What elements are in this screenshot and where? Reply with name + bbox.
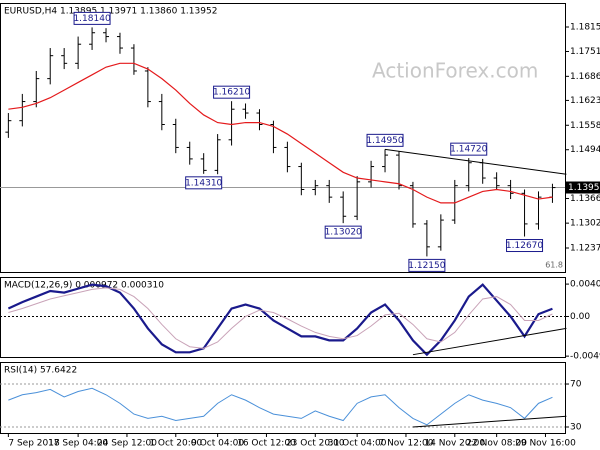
annotation-label: 1.12150	[408, 261, 445, 271]
y-tick-label: 1.13020	[570, 219, 600, 229]
y-tick-label: 1.12370	[570, 243, 600, 253]
last-price-label: 1.13952	[568, 183, 600, 193]
x-tick-label: 24 Sep 12:00	[97, 439, 157, 449]
annotation-label: 1.14950	[366, 136, 403, 146]
y-tick-label: 1.14940	[570, 145, 600, 155]
x-tick-label: 16 Oct 12:00	[237, 439, 296, 449]
moving-average	[8, 62, 553, 204]
annotation-box	[73, 11, 111, 25]
x-tick-label: 9 Oct 04:00	[191, 439, 244, 449]
y-tick-label: 0.00	[570, 312, 590, 322]
annotation-box	[185, 176, 223, 190]
annotation-label: 1.12670	[506, 241, 543, 251]
x-tick-label: 23 Oct 20:00	[286, 439, 345, 449]
panel-frame	[0, 277, 566, 358]
y-tick-label: 0.004069	[570, 280, 600, 290]
indicator-line	[8, 387, 553, 426]
annotation-box	[324, 225, 362, 239]
y-tick-label: 1.17510	[570, 47, 600, 57]
annotation-box	[408, 258, 446, 272]
panel-title: RSI(14) 57.6422	[4, 366, 77, 376]
fib-label: 61.8	[545, 261, 563, 270]
x-tick-label: 14 Nov 20:00	[424, 439, 485, 449]
annotation-box	[506, 239, 544, 253]
last-price-box	[566, 181, 600, 194]
annotation-label: 1.16210	[213, 88, 250, 98]
panel-title: EURUSD,H4 1.13895 1.13971 1.13860 1.1395…	[4, 7, 217, 17]
x-tick-label: 22 Nov 08:00	[466, 439, 527, 449]
annotation-box	[213, 85, 251, 99]
panel-frame	[0, 362, 566, 434]
indicator-line	[7, 283, 553, 357]
x-tick-label: 7 Sep 2018	[8, 439, 60, 449]
y-tick-label: 1.16230	[570, 96, 600, 106]
x-tick-label: 31 Oct 04:00	[328, 439, 387, 449]
y-tick-label: 1.16860	[570, 72, 600, 82]
annotation-label: 1.18140	[73, 14, 110, 24]
annotation-box	[366, 133, 404, 147]
x-tick-label: 29 Nov 16:00	[515, 439, 576, 449]
y-tick-label: 1.15580	[570, 121, 600, 131]
trendline	[412, 415, 567, 428]
y-tick-label: 1.13665	[570, 194, 600, 204]
trendline	[384, 148, 567, 175]
annotation-label: 1.14310	[185, 178, 222, 188]
y-tick-label: -0.004981	[570, 352, 600, 362]
annotation-label: 1.13020	[325, 228, 362, 238]
x-tick-label: 1 Oct 20:00	[149, 439, 202, 449]
x-tick-label: 17 Sep 04:00	[48, 439, 108, 449]
indicator-line	[8, 287, 553, 349]
y-tick-label: 30	[570, 422, 582, 432]
trendline	[412, 327, 567, 356]
panel-frame	[0, 3, 566, 273]
y-tick-label: 70	[570, 380, 582, 390]
annotation-label: 1.14720	[450, 145, 487, 155]
x-tick-label: 7 Nov 12:00	[378, 439, 433, 449]
watermark: ActionForex.com	[372, 59, 538, 83]
y-tick-label: 1.18150	[570, 23, 600, 33]
annotation-box	[450, 142, 488, 156]
panel-title: MACD(12,26,9) 0.000972 0.000310	[4, 281, 164, 291]
